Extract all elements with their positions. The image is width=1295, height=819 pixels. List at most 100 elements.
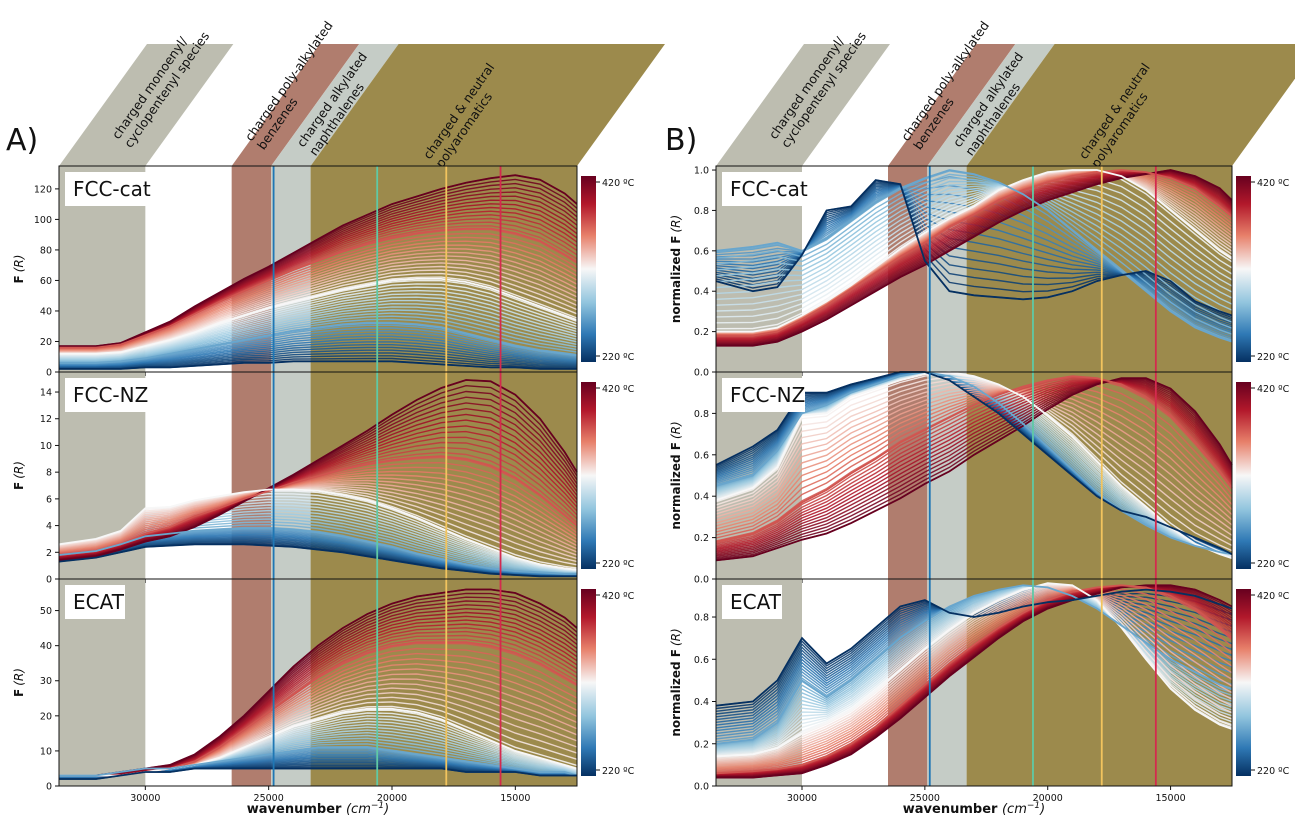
series-line: [715, 583, 1233, 754]
series-line: [715, 585, 1233, 761]
series-line-220c: [715, 588, 1233, 707]
colorbar-bottom-label: 220 ºC: [1257, 352, 1290, 363]
series-line: [58, 486, 578, 560]
band-header: [966, 44, 1295, 166]
series-line: [715, 180, 1233, 323]
y-tick-label: 40: [40, 641, 52, 652]
y-tick-label: 0.6: [694, 246, 709, 257]
series-line: [715, 181, 1233, 312]
series-line: [715, 185, 1233, 299]
series-line: [59, 286, 578, 357]
plot-frame: [58, 578, 578, 787]
y-tick-label: 0.0: [694, 575, 709, 586]
y-tick-label: 1.0: [694, 166, 709, 177]
series-line: [715, 385, 1233, 536]
series-line: [715, 379, 1233, 555]
series-line: [58, 487, 578, 563]
series-line: [59, 315, 578, 362]
colorbar-bottom-label: 220 ºC: [1257, 559, 1290, 570]
series-line: [59, 255, 578, 352]
series-line-320c: [716, 169, 1233, 333]
series-line: [715, 377, 1233, 560]
y-tick-label: 0.0: [694, 368, 709, 379]
colorbar-bottom-label: 220 ºC: [602, 766, 635, 777]
y-tick-label: 0.2: [694, 533, 709, 544]
band-header: [888, 44, 1016, 166]
series-line-370c: [715, 584, 1233, 775]
series-line: [715, 586, 1233, 763]
subplot-a-fcc-cat: 0 20 40 60 80 100 120 FCC-cat F(R) 420 ºC 220 ºC: [12, 165, 635, 379]
band-region: [231, 372, 272, 579]
y-tick-label: 0.8: [694, 206, 709, 217]
series-line: [715, 583, 1233, 758]
series-line: [715, 185, 1233, 305]
y-tick-label: 0.8: [694, 409, 709, 420]
series-line-270c: [715, 371, 1233, 556]
x-tick-label: 20000: [1033, 793, 1063, 804]
series-line: [59, 327, 578, 365]
series-line: [59, 283, 578, 356]
series-line-220c: [59, 360, 577, 370]
y-tick-label: 100: [34, 215, 52, 226]
series-line-270c: [715, 584, 1233, 745]
series-line-370c: [716, 169, 1233, 337]
series-line: [715, 386, 1233, 531]
colorbar: [1236, 176, 1251, 362]
y-tick-label: 2: [46, 548, 52, 559]
series-line: [715, 378, 1233, 559]
x-tick-label: 30000: [787, 793, 817, 804]
colorbar: [1236, 382, 1251, 569]
series-line: [59, 244, 578, 351]
band-header: [271, 44, 399, 166]
series-line-220c: [59, 767, 577, 780]
series-line: [58, 509, 578, 573]
series-line: [715, 380, 1233, 553]
sample-label: FCC-NZ: [730, 383, 805, 407]
series-line: [58, 483, 578, 553]
sample-label-box: [722, 378, 805, 412]
series-line: [59, 318, 578, 363]
y-tick-label: 0: [46, 368, 52, 379]
colorbar-top-label: 420 ºC: [1257, 178, 1290, 189]
series-line: [715, 380, 1233, 552]
series-line: [59, 272, 578, 354]
panel-label-a: A): [6, 123, 38, 158]
series-line: [59, 269, 578, 354]
series-line: [715, 588, 1233, 772]
y-tick-label: 40: [40, 306, 52, 317]
series-line: [59, 296, 578, 359]
series-line: [59, 312, 578, 362]
y-tick-label: 0.4: [694, 697, 709, 708]
colorbar-top-label: 420 ºC: [602, 591, 635, 602]
series-line-320c: [715, 371, 1233, 560]
series-line: [59, 265, 578, 353]
band-header: [716, 44, 890, 166]
series-line-370c: [58, 455, 578, 556]
series-line: [59, 236, 578, 350]
series-line: [715, 583, 1233, 755]
series-line: [59, 302, 578, 360]
y-tick-label: 60: [40, 276, 52, 287]
panel-label-b: B): [665, 123, 697, 158]
y-axis-label: F(R): [12, 255, 26, 284]
series-line: [59, 341, 578, 367]
y-tick-label: 30: [40, 676, 52, 687]
series-line-320c: [59, 707, 578, 777]
subplot-a-fcc-nz: 0 2 4 6 8 10 12 14 FCC-NZ F(R) 420 ºC 220 ºC: [12, 371, 635, 586]
colorbar: [581, 382, 596, 569]
series-line-420c: [59, 174, 578, 348]
y-tick-label: 0.6: [694, 450, 709, 461]
y-tick-label: 0.8: [694, 613, 709, 624]
series-line: [58, 474, 578, 553]
y-axis-label: normalized F(R): [669, 215, 683, 323]
series-line: [715, 584, 1233, 759]
x-tick-label: 25000: [254, 793, 284, 804]
series-line: [58, 495, 578, 572]
series-line: [715, 388, 1233, 526]
y-tick-label: 120: [34, 184, 52, 195]
series-line-220c: [715, 179, 1233, 317]
series-line-370c: [59, 227, 578, 349]
y-tick-label: 6: [46, 494, 52, 505]
subplot-a-ecat: 0 10 20 30 40 50 30000 25000 20000 15000 ECAT F(R) 4…: [12, 578, 635, 804]
series-line: [59, 262, 578, 353]
